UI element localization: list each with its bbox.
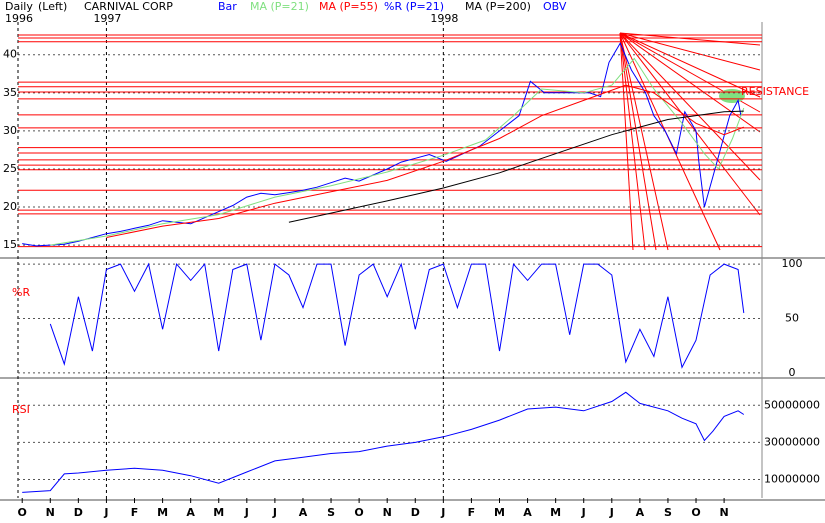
year-label: 1998 — [430, 12, 458, 25]
series-line — [50, 57, 745, 246]
x-tick-label: J — [609, 506, 614, 519]
y-tick-label: 40 — [3, 48, 17, 61]
y-tick-label: 20 — [3, 200, 17, 213]
x-tick-label: N — [46, 506, 55, 519]
legend-entry: MA (P=21) — [250, 0, 309, 13]
year-label: 1996 — [5, 12, 33, 25]
y-tick-label: 25 — [3, 162, 17, 175]
x-tick-label: A — [186, 506, 195, 519]
x-tick-label: S — [327, 506, 335, 519]
x-tick-label: A — [523, 506, 532, 519]
x-tick-label: J — [103, 506, 108, 519]
annotation: RESISTANCE — [741, 85, 809, 98]
x-tick-label: O — [354, 506, 363, 519]
fan-line — [619, 32, 761, 216]
y-tick-label: 50 — [785, 311, 799, 324]
x-tick-label: N — [383, 506, 392, 519]
header-text: CARNIVAL CORP — [84, 0, 173, 13]
x-tick-label: M — [157, 506, 168, 519]
x-tick-label: O — [691, 506, 700, 519]
legend-entry: Bar — [218, 0, 237, 13]
x-tick-label: F — [468, 506, 476, 519]
x-tick-label: F — [131, 506, 139, 519]
y-tick-label: 30 — [3, 124, 17, 137]
header-text: (Left) — [38, 0, 67, 13]
x-tick-label: S — [664, 506, 672, 519]
x-tick-label: D — [74, 506, 83, 519]
y-tick-label: 30000000 — [764, 435, 820, 448]
x-tick-label: J — [272, 506, 277, 519]
x-tick-label: M — [494, 506, 505, 519]
x-tick-label: N — [719, 506, 728, 519]
y-tick-label: 0 — [789, 366, 796, 379]
x-tick-label: J — [244, 506, 249, 519]
y-tick-label: 100 — [782, 257, 803, 270]
series-line — [106, 84, 744, 238]
legend-entry: %R (P=21) — [384, 0, 444, 13]
fan-line — [619, 32, 761, 71]
x-tick-label: D — [411, 506, 420, 519]
fan-line — [619, 32, 761, 181]
legend-entry: OBV — [543, 0, 567, 13]
y-tick-label: 35 — [3, 86, 17, 99]
x-tick-label: J — [581, 506, 586, 519]
x-tick-label: A — [299, 506, 308, 519]
panel-label: %R — [12, 286, 30, 299]
x-tick-label: M — [213, 506, 224, 519]
panel-label: RSI — [12, 403, 30, 416]
header-text: Daily — [5, 0, 33, 13]
y-tick-label: 10000000 — [764, 472, 820, 485]
y-tick-label: 15 — [3, 238, 17, 251]
series-line — [49, 262, 745, 369]
legend-entry: MA (P=200) — [465, 0, 531, 13]
series-line — [22, 391, 745, 493]
legend-entry: MA (P=55) — [319, 0, 378, 13]
series-line — [288, 110, 744, 223]
year-label: 1997 — [93, 12, 121, 25]
x-tick-label: M — [550, 506, 561, 519]
x-tick-label: A — [636, 506, 645, 519]
y-tick-label: 50000000 — [764, 398, 820, 411]
series-line — [22, 42, 742, 247]
x-tick-label: O — [18, 506, 27, 519]
x-tick-label: J — [440, 506, 445, 519]
